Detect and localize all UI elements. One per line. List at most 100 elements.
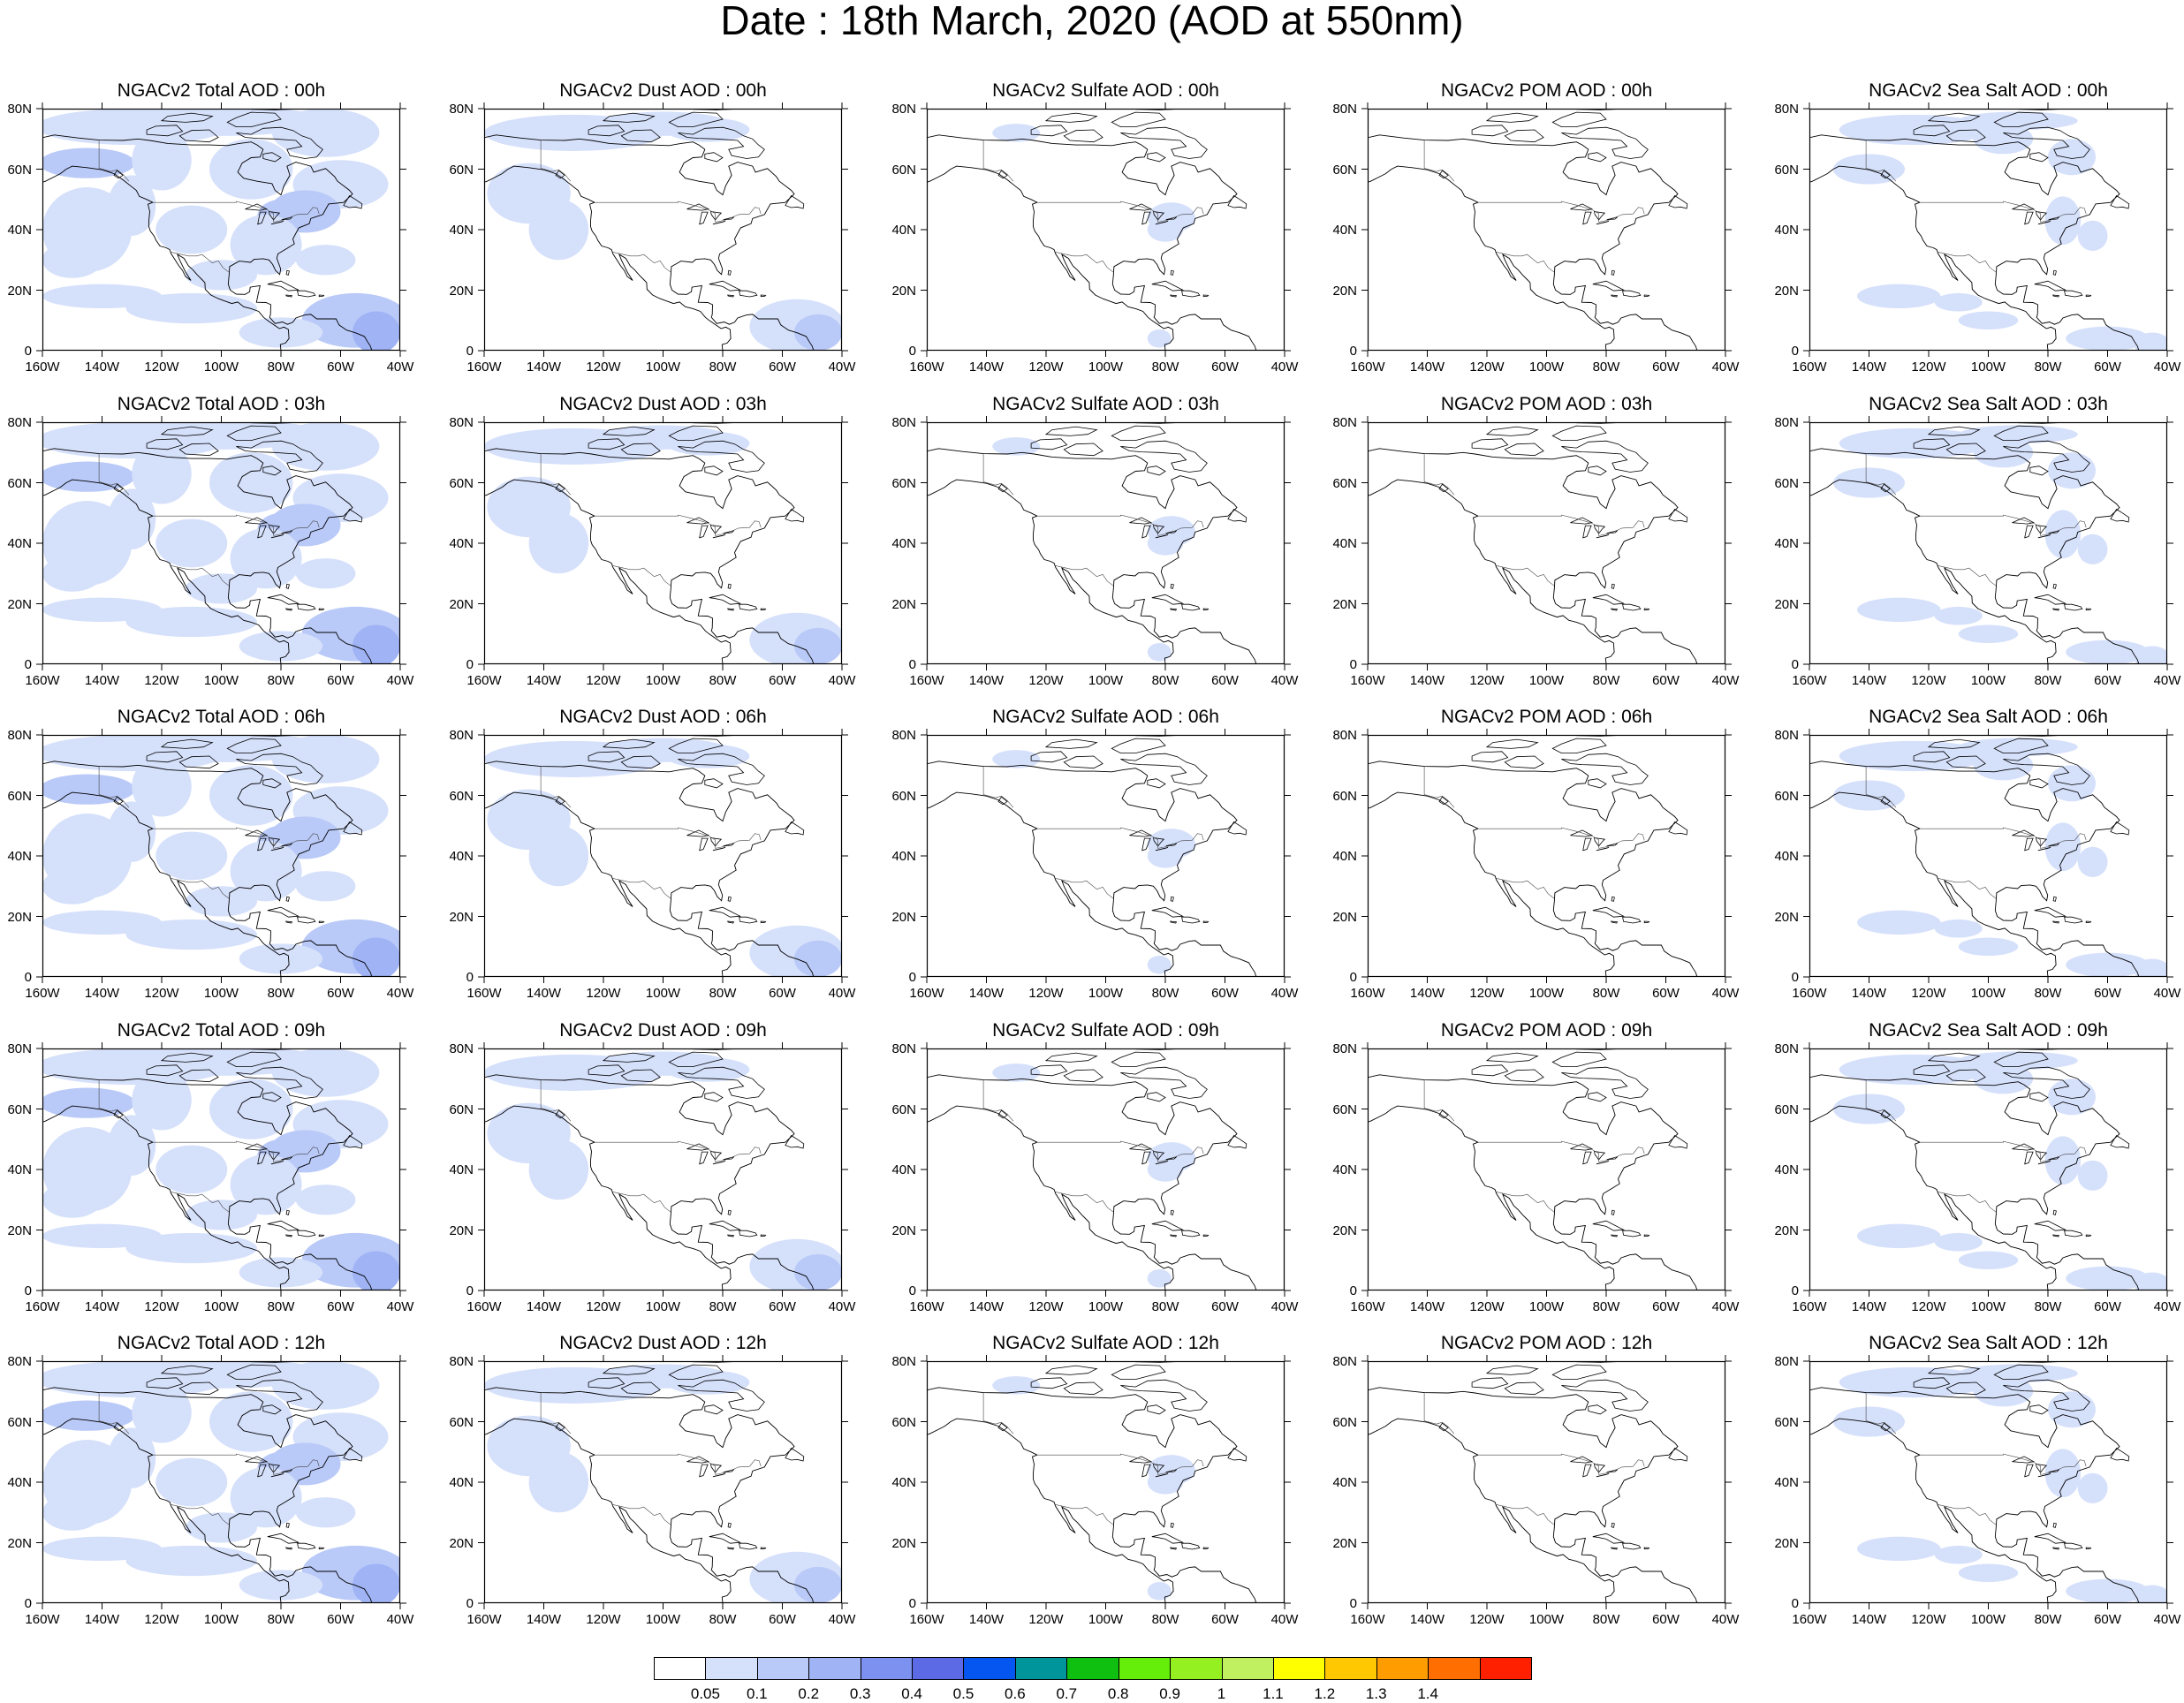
aod-region: [1857, 1536, 1941, 1562]
lon-label: 60W: [1211, 673, 1239, 688]
island-outline: [1170, 294, 1178, 298]
island-outline: [146, 1064, 184, 1077]
lon-label: 100W: [1528, 360, 1565, 375]
lon-label: 160W: [466, 986, 502, 1001]
island-outline: [2085, 608, 2092, 611]
island-outline: [318, 294, 325, 298]
lat-label: 20N: [7, 909, 32, 925]
border-line: [1865, 1079, 1897, 1122]
lon-label: 140W: [1409, 673, 1445, 688]
coastline: [927, 1074, 1257, 1290]
island-outline: [620, 443, 661, 457]
island-outline: [1668, 509, 1688, 523]
lon-label: 60W: [769, 1612, 796, 1627]
island-outline: [178, 755, 219, 769]
lat-label: 80N: [1332, 102, 1357, 117]
island-outline: [178, 129, 219, 143]
island-outline: [343, 821, 363, 836]
island-outline: [1120, 440, 1208, 473]
island-outline: [2024, 211, 2034, 225]
panel-title: NGACv2 Total AOD : 09h: [117, 1020, 326, 1041]
panel-title: NGACv2 Sulfate AOD : 12h: [992, 1333, 1219, 1353]
legend-label: 0.8: [1107, 1685, 1129, 1702]
island-outline: [2085, 1547, 2092, 1550]
island-outline: [1147, 152, 1166, 163]
lat-label: 60N: [449, 162, 474, 178]
island-outline: [146, 1377, 184, 1389]
aod-region: [108, 175, 156, 236]
island-outline: [1611, 269, 1615, 276]
lat-label: 20N: [891, 283, 916, 299]
island-outline: [267, 594, 300, 605]
island-outline: [1111, 1364, 1166, 1380]
island-outline: [1202, 1234, 1210, 1238]
map-frame: [1367, 1360, 1726, 1604]
island-outline: [1170, 1547, 1178, 1550]
aod-region: [2134, 958, 2167, 977]
island-outline: [1643, 920, 1650, 924]
island-outline: [1592, 594, 1626, 605]
lon-label: 160W: [25, 986, 60, 1001]
border-line: [1055, 878, 1114, 899]
lon-label: 100W: [1970, 673, 2006, 688]
island-outline: [1438, 483, 1449, 493]
island-outline: [1593, 837, 1606, 847]
island-outline: [2029, 778, 2049, 789]
lon-label: 100W: [203, 986, 239, 1001]
island-outline: [1622, 1230, 1642, 1238]
legend-label: 0.5: [952, 1685, 974, 1702]
lon-label: 80W: [2034, 673, 2062, 688]
coastline: [42, 448, 373, 664]
island-outline: [1588, 1092, 1607, 1102]
lon-label: 40W: [828, 360, 856, 375]
island-outline: [285, 608, 293, 611]
border-line: [1865, 1392, 1897, 1434]
island-outline: [1120, 1379, 1208, 1412]
lon-label: 140W: [1409, 1299, 1445, 1314]
aod-region: [125, 919, 257, 950]
aod-map: [1803, 1355, 2173, 1609]
island-outline: [678, 753, 765, 785]
aod-region: [794, 1566, 842, 1603]
lon-label: 80W: [267, 360, 295, 375]
island-outline: [2003, 440, 2090, 473]
aod-region: [42, 241, 102, 278]
lon-label: 120W: [144, 1299, 179, 1314]
island-outline: [997, 483, 1008, 493]
map-panel-dust-12h: NGACv2 Dust AOD : 12h 80N 60N 40N 20N 0 160W 14…: [449, 1333, 855, 1626]
island-outline: [1152, 211, 1165, 221]
aod-region: [186, 1512, 257, 1543]
aod-region: [42, 148, 135, 178]
lat-label: 20N: [7, 596, 32, 612]
lon-label: 60W: [769, 986, 796, 1001]
island-outline: [2052, 1234, 2060, 1238]
island-outline: [285, 1234, 293, 1238]
island-outline: [2085, 294, 2092, 298]
aod-region: [1147, 643, 1172, 662]
lon-label: 140W: [1409, 986, 1445, 1001]
island-outline: [257, 525, 267, 539]
island-outline: [318, 1547, 325, 1550]
lat-label: 40N: [7, 223, 32, 238]
island-outline: [113, 1109, 124, 1119]
island-outline: [2029, 1092, 2049, 1102]
aod-region: [353, 1563, 400, 1603]
island-outline: [178, 1069, 219, 1083]
island-outline: [686, 517, 709, 525]
map-frame: [483, 1360, 843, 1604]
lat-label: 40N: [1774, 536, 1799, 551]
island-outline: [1485, 112, 1539, 123]
lon-label: 140W: [526, 986, 562, 1001]
aod-region: [295, 1497, 356, 1528]
island-outline: [1129, 1143, 1152, 1151]
aod-region: [108, 1115, 156, 1176]
island-outline: [1151, 906, 1185, 918]
aod-region: [155, 831, 228, 881]
lat-label: 40N: [1774, 1162, 1799, 1177]
coastline: [42, 1074, 373, 1290]
aod-region: [1934, 919, 1983, 938]
lon-label: 160W: [25, 673, 60, 688]
aod-region: [42, 1087, 135, 1118]
island-outline: [2064, 1542, 2083, 1550]
lon-label: 100W: [645, 986, 681, 1001]
